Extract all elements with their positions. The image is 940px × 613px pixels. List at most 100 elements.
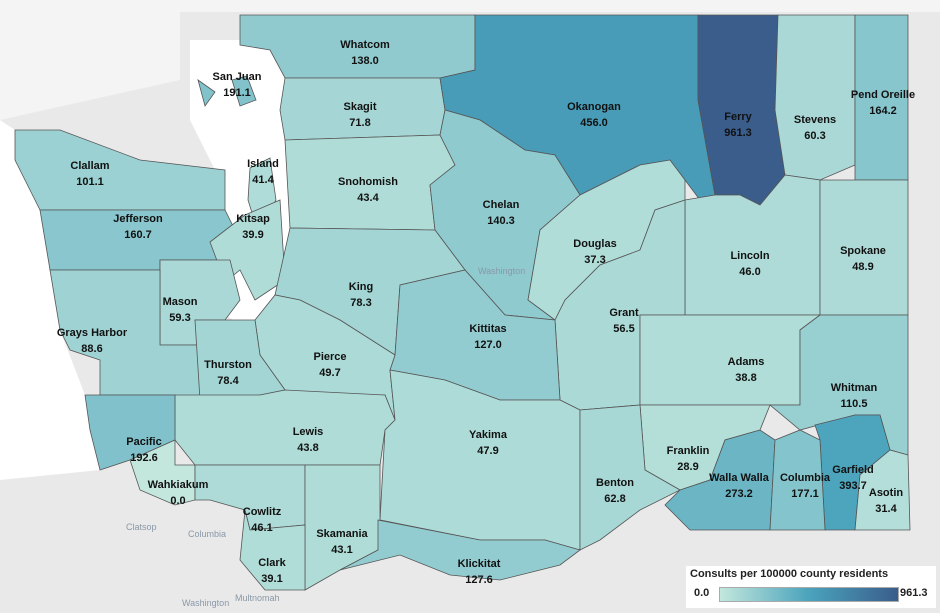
county-san-juan[interactable] [197, 75, 257, 107]
county-name-label: Skamania [316, 528, 368, 540]
county-value-label: 38.8 [735, 372, 756, 384]
county-value-label: 88.6 [81, 343, 102, 355]
county-name-label: Skagit [343, 101, 376, 113]
county-asotin[interactable] [854, 449, 911, 531]
county-value-label: 47.9 [477, 445, 498, 457]
county-name-label: Lewis [293, 426, 324, 438]
county-name-label: Spokane [840, 245, 886, 257]
county-shape[interactable] [774, 14, 856, 181]
county-value-label: 138.0 [351, 55, 379, 67]
county-value-label: 39.1 [261, 573, 282, 585]
county-lewis[interactable] [174, 389, 396, 466]
county-name-label: Clallam [70, 160, 109, 172]
county-value-label: 46.0 [739, 266, 760, 278]
county-name-label: Lincoln [730, 250, 769, 262]
county-value-label: 192.6 [130, 452, 158, 464]
county-value-label: 71.8 [349, 117, 370, 129]
county-value-label: 140.3 [487, 215, 515, 227]
county-name-label: Franklin [667, 445, 710, 457]
county-shape[interactable] [231, 75, 257, 107]
county-name-label: Ferry [724, 111, 752, 123]
legend-title: Consults per 100000 county residents [690, 568, 889, 580]
county-value-label: 127.6 [465, 574, 493, 586]
county-shape[interactable] [579, 404, 681, 551]
county-value-label: 46.1 [251, 522, 272, 534]
county-name-label: Asotin [869, 487, 904, 499]
county-shape[interactable] [197, 79, 216, 107]
county-value-label: 164.2 [869, 105, 897, 117]
county-value-label: 456.0 [580, 117, 608, 129]
bg-label-clatsop: Clatsop [126, 522, 157, 532]
bg-label-washington-or: Washington [182, 598, 229, 608]
bg-label-multnomah: Multnomah [235, 593, 280, 603]
county-shape[interactable] [854, 449, 911, 531]
county-value-label: 961.3 [724, 127, 752, 139]
county-value-label: 31.4 [875, 503, 897, 515]
county-name-label: Snohomish [338, 176, 398, 188]
county-name-label: Benton [596, 477, 634, 489]
legend-max: 961.3 [900, 587, 928, 599]
county-name-label: Adams [728, 356, 765, 368]
county-name-label: Klickitat [458, 558, 501, 570]
county-clark[interactable] [239, 509, 306, 591]
county-name-label: Kittitas [469, 323, 506, 335]
county-value-label: 0.0 [170, 495, 185, 507]
bg-label-columbia: Columbia [188, 529, 226, 539]
county-name-label: Columbia [780, 472, 831, 484]
county-shape[interactable] [14, 129, 226, 211]
background-land [0, 0, 940, 120]
county-name-label: Okanogan [567, 101, 621, 113]
county-name-label: Wahkiakum [148, 479, 209, 491]
county-stevens[interactable] [774, 14, 856, 181]
color-legend: Consults per 100000 county residents 0.0… [686, 566, 936, 608]
county-name-label: Kitsap [236, 213, 270, 225]
county-columbia[interactable] [769, 429, 826, 531]
county-name-label: Grant [609, 307, 639, 319]
county-name-label: Pierce [313, 351, 346, 363]
county-value-label: 78.4 [217, 375, 239, 387]
county-name-label: Pacific [126, 436, 161, 448]
county-value-label: 393.7 [839, 480, 867, 492]
county-shape[interactable] [174, 389, 396, 466]
county-name-label: Whatcom [340, 39, 390, 51]
county-value-label: 127.0 [474, 339, 502, 351]
county-name-label: Pend Oreille [851, 89, 915, 101]
county-value-label: 43.8 [297, 442, 318, 454]
county-value-label: 60.3 [804, 130, 825, 142]
county-value-label: 56.5 [613, 323, 634, 335]
county-value-label: 273.2 [725, 488, 753, 500]
county-value-label: 59.3 [169, 312, 190, 324]
county-name-label: Douglas [573, 238, 616, 250]
county-value-label: 49.7 [319, 367, 340, 379]
county-name-label: San Juan [213, 71, 262, 83]
county-value-label: 160.7 [124, 229, 152, 241]
county-value-label: 78.3 [350, 297, 371, 309]
county-value-label: 110.5 [841, 398, 868, 410]
county-name-label: Mason [163, 296, 198, 308]
county-name-label: Garfield [832, 464, 874, 476]
county-name-label: Thurston [204, 359, 252, 371]
county-shape[interactable] [239, 509, 306, 591]
county-klickitat[interactable] [339, 519, 581, 581]
county-name-label: Island [247, 158, 279, 170]
county-value-label: 62.8 [604, 493, 625, 505]
pacific-ocean [0, 120, 100, 480]
county-value-label: 177.1 [791, 488, 819, 500]
county-shape[interactable] [339, 519, 581, 581]
county-value-label: 101.1 [76, 176, 104, 188]
county-value-label: 41.4 [252, 174, 274, 186]
county-name-label: Grays Harbor [57, 327, 128, 339]
county-name-label: Yakima [469, 429, 508, 441]
county-value-label: 48.9 [852, 261, 873, 273]
county-clallam[interactable] [14, 129, 226, 211]
county-value-label: 43.1 [331, 544, 352, 556]
county-name-label: Clark [258, 557, 286, 569]
county-shape[interactable] [769, 429, 826, 531]
county-value-label: 28.9 [677, 461, 698, 473]
county-name-label: Jefferson [113, 213, 163, 225]
legend-min: 0.0 [694, 587, 710, 599]
legend-gradient-bar [719, 587, 899, 602]
bg-label-washington-state: Washington [478, 266, 525, 276]
county-benton[interactable] [579, 404, 681, 551]
